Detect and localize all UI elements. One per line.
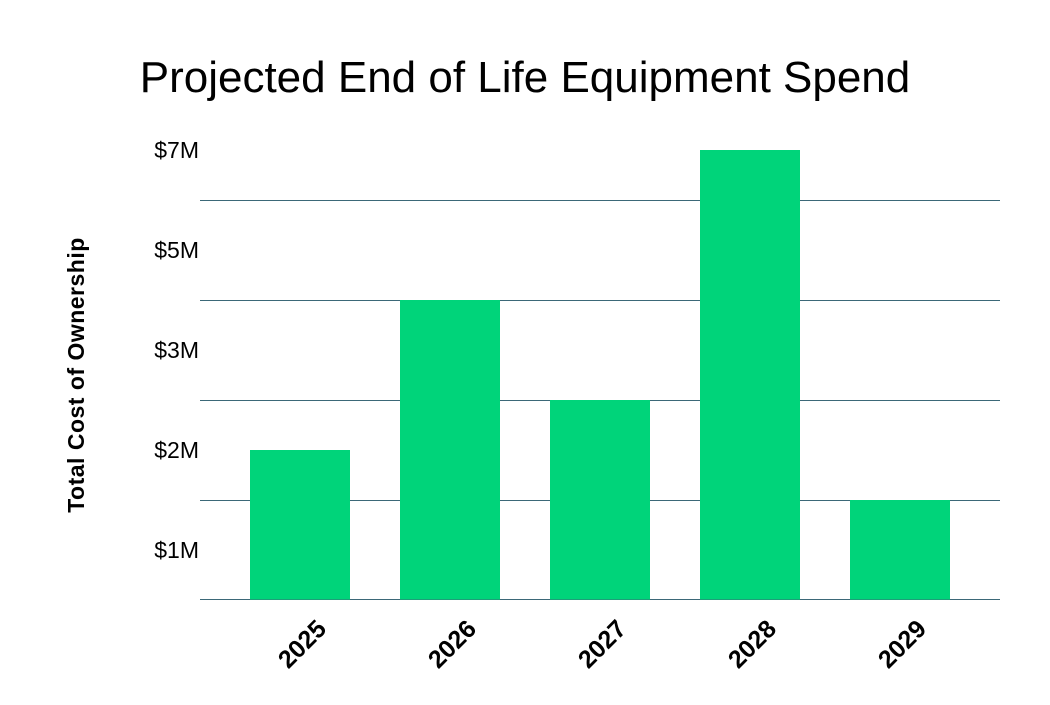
bar-2027 bbox=[550, 400, 650, 600]
y-tick-label: $1M bbox=[154, 537, 199, 563]
chart-title: Projected End of Life Equipment Spend bbox=[140, 53, 911, 102]
x-tick-label: 2027 bbox=[573, 615, 632, 674]
y-tick-label: $3M bbox=[154, 337, 199, 363]
y-tick-label: $2M bbox=[154, 437, 199, 463]
y-axis-label: Total Cost of Ownership bbox=[63, 237, 89, 513]
y-tick-label: $5M bbox=[154, 237, 199, 263]
bar-2026 bbox=[400, 300, 500, 600]
x-tick-label: 2025 bbox=[273, 615, 332, 674]
x-tick-label: 2029 bbox=[873, 615, 932, 674]
x-tick-label: 2028 bbox=[723, 615, 782, 674]
bar-2025 bbox=[250, 450, 350, 600]
bar-2028 bbox=[700, 150, 800, 600]
x-tick-label: 2026 bbox=[423, 615, 482, 674]
y-tick-label: $7M bbox=[154, 137, 199, 163]
bar-2029 bbox=[850, 500, 950, 600]
